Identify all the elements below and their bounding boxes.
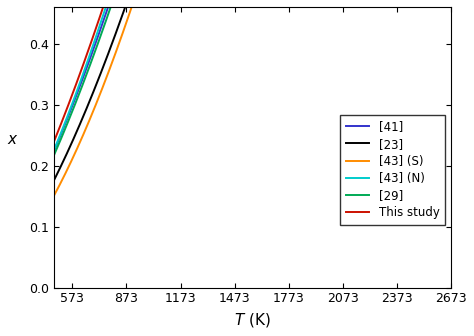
[43] (S) xyxy=(72,152,77,156)
[43] (N) xyxy=(51,148,57,152)
[29] xyxy=(72,103,77,108)
X-axis label: $T$ (K): $T$ (K) xyxy=(235,311,271,329)
[41] xyxy=(72,98,77,102)
Line: This study: This study xyxy=(54,0,451,141)
Line: [43] (N): [43] (N) xyxy=(54,0,451,150)
[29] xyxy=(51,153,57,157)
[23] xyxy=(72,135,77,139)
[43] (N) xyxy=(72,95,77,99)
Y-axis label: $x$: $x$ xyxy=(7,132,18,147)
Legend: [41], [23], [43] (S), [43] (N), [29], This study: [41], [23], [43] (S), [43] (N), [29], Th… xyxy=(339,115,446,225)
Line: [23]: [23] xyxy=(54,0,451,180)
This study xyxy=(72,86,77,90)
This study xyxy=(51,139,57,143)
Line: [29]: [29] xyxy=(54,0,451,155)
Line: [41]: [41] xyxy=(54,0,451,150)
[41] xyxy=(51,148,57,152)
[23] xyxy=(51,178,57,182)
[43] (S) xyxy=(51,193,57,197)
Line: [43] (S): [43] (S) xyxy=(54,0,451,195)
